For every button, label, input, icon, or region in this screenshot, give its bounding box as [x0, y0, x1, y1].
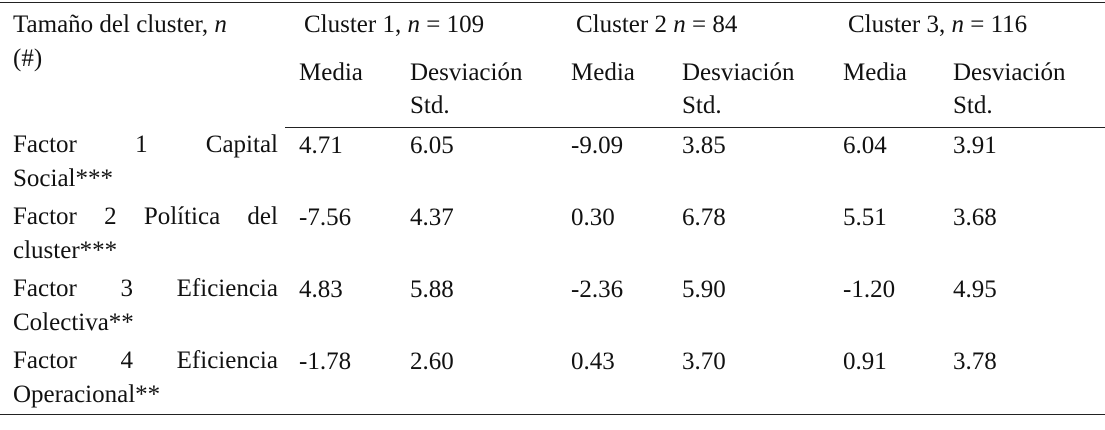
top-rule	[0, 2, 1105, 3]
row-label-word: Factor	[13, 275, 77, 302]
cluster-2-media-header: Media	[571, 59, 635, 86]
row-label-word: Eficiencia	[176, 347, 278, 374]
table-cell: 4.37	[410, 204, 454, 231]
table-cell: 0.43	[571, 348, 615, 375]
table-cell: 5.88	[410, 276, 454, 303]
row-label-line2: Colectiva**	[13, 309, 134, 336]
table-cell: 6.05	[410, 132, 454, 159]
table-cell: 4.95	[953, 276, 997, 303]
table-cell: 3.68	[953, 204, 997, 231]
cluster-2-header: Cluster 2 n = 84	[576, 11, 738, 38]
row-header-label: Tamaño del cluster, n (#)	[13, 8, 278, 76]
row-label-word: del	[247, 203, 278, 230]
row-label-word: Política	[143, 203, 221, 230]
table-cell: 2.60	[410, 348, 454, 375]
row-label-line2: Social***	[13, 165, 113, 192]
cluster-1-header: Cluster 1, n = 109	[304, 11, 485, 38]
row-label-word: Factor	[13, 347, 77, 374]
table-cell: 6.78	[682, 204, 726, 231]
table-cell: -1.78	[299, 348, 352, 375]
table-cell: 6.04	[843, 132, 887, 159]
row-label-word: Capital	[205, 131, 278, 158]
row-header-text: Tamaño del cluster,	[13, 11, 209, 38]
row-header-n: n	[214, 11, 227, 38]
table-cell: -9.09	[571, 132, 624, 159]
table-cell: 4.83	[299, 276, 343, 303]
row-label-word: Eficiencia	[176, 275, 278, 302]
row-label-line2: Operacional**	[13, 381, 161, 408]
table-cell: -7.56	[299, 204, 352, 231]
row-label-word: Factor	[13, 203, 77, 230]
header-rule	[285, 127, 1105, 128]
row-label-word: 4	[120, 347, 134, 374]
table-cell: -1.20	[843, 276, 896, 303]
cluster-1-media-header: Media	[299, 59, 363, 86]
row-label-word: 1	[135, 131, 148, 158]
row-label-word: 2	[104, 203, 117, 230]
row-label-line2: cluster***	[13, 237, 118, 264]
table-cell: 5.51	[843, 204, 887, 231]
cluster-3-media-header: Media	[843, 59, 907, 86]
table-cell: 3.91	[953, 132, 997, 159]
row-label-word: Factor	[13, 131, 77, 158]
table-cell: -2.36	[571, 276, 624, 303]
table-cell: 5.90	[682, 276, 726, 303]
cluster-1-sd-header: Desviación Std.	[410, 59, 523, 119]
row-label: Factor 4 Eficiencia Operacional**	[13, 344, 278, 412]
table-cell: 4.71	[299, 132, 343, 159]
bottom-rule	[0, 414, 1105, 415]
table-cell: 0.91	[843, 348, 887, 375]
cluster-3-sd-header: Desviación Std.	[953, 59, 1066, 119]
row-label: Factor 1 Capital Social***	[13, 128, 278, 196]
table-cell: 3.85	[682, 132, 726, 159]
cluster-3-header: Cluster 3, n = 116	[848, 11, 1028, 38]
row-label: Factor 3 Eficiencia Colectiva**	[13, 272, 278, 340]
row-label: Factor 2 Política del cluster***	[13, 200, 278, 268]
row-header-unit: (#)	[13, 45, 43, 72]
row-label-word: 3	[120, 275, 134, 302]
cluster-2-sd-header: Desviación Std.	[682, 59, 795, 119]
table-cell: 3.78	[953, 348, 997, 375]
table-cell: 3.70	[682, 348, 726, 375]
table-cell: 0.30	[571, 204, 615, 231]
